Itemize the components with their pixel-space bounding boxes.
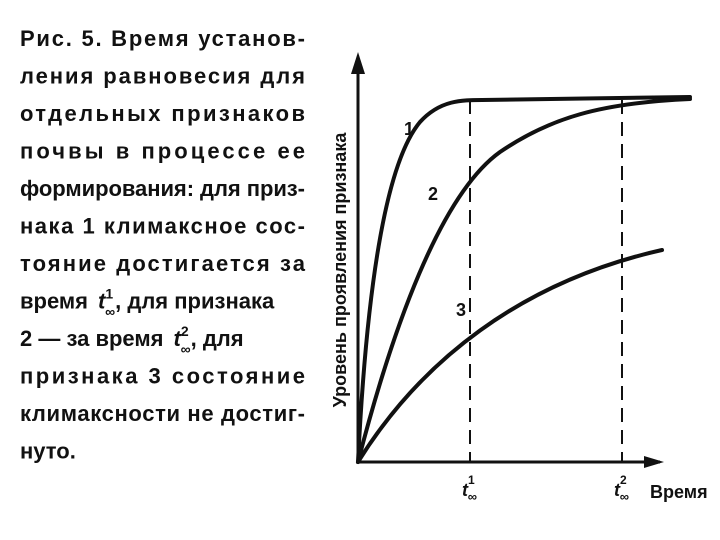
curve-label: 1: [404, 119, 414, 139]
y-arrow: [351, 52, 365, 74]
x-mark-label: t2 ∞: [614, 473, 629, 504]
x-marks: t1 ∞ t2 ∞: [462, 473, 629, 504]
caption-text: , для: [191, 326, 244, 351]
caption-line: почвы в процессе ее: [20, 139, 305, 164]
math-t: t: [173, 326, 182, 351]
math-sup: 2: [620, 473, 627, 487]
y-axis-label: Уровень проявления признака: [330, 132, 350, 408]
math-sup: 1: [105, 286, 113, 302]
caption-line: климаксности не достиг-: [20, 401, 305, 426]
math-t: t: [98, 289, 107, 314]
math-sup: 1: [468, 473, 475, 487]
curve: [356, 248, 664, 464]
caption-line: 2 — за время t2 ∞, для: [20, 323, 244, 357]
math-sub: ∞: [105, 304, 115, 320]
curve-label: 2: [428, 184, 438, 204]
math-sub: ∞: [468, 489, 477, 504]
caption: Рис. 5. Время установ-ления равновесия д…: [20, 26, 306, 464]
caption-line: формирования: для приз-: [20, 176, 305, 201]
x-mark-label: t1 ∞: [462, 473, 477, 504]
curve: [356, 95, 692, 464]
x-axis-label: Время: [650, 482, 708, 502]
caption-text: 2 — за время: [20, 326, 163, 351]
caption-line: тояние достигается за: [20, 251, 306, 276]
curve: [356, 97, 692, 464]
caption-line: отдельных признаков: [20, 101, 305, 126]
caption-line: Рис. 5. Время установ-: [20, 26, 305, 51]
curve-label: 3: [456, 300, 466, 320]
x-arrow: [644, 456, 664, 468]
math-t: t: [614, 480, 621, 500]
math-sub: ∞: [181, 341, 191, 357]
math-t: t: [462, 480, 469, 500]
caption-line: нака 1 климаксное сос-: [20, 214, 305, 239]
math-sub: ∞: [620, 489, 629, 504]
caption-line: время t1 ∞, для признака: [20, 286, 275, 320]
caption-text: , для признака: [115, 289, 275, 314]
caption-line: нуто.: [20, 439, 76, 464]
caption-text: время: [20, 289, 88, 314]
caption-line: признака 3 состояние: [20, 364, 305, 389]
math-sup: 2: [181, 323, 189, 339]
